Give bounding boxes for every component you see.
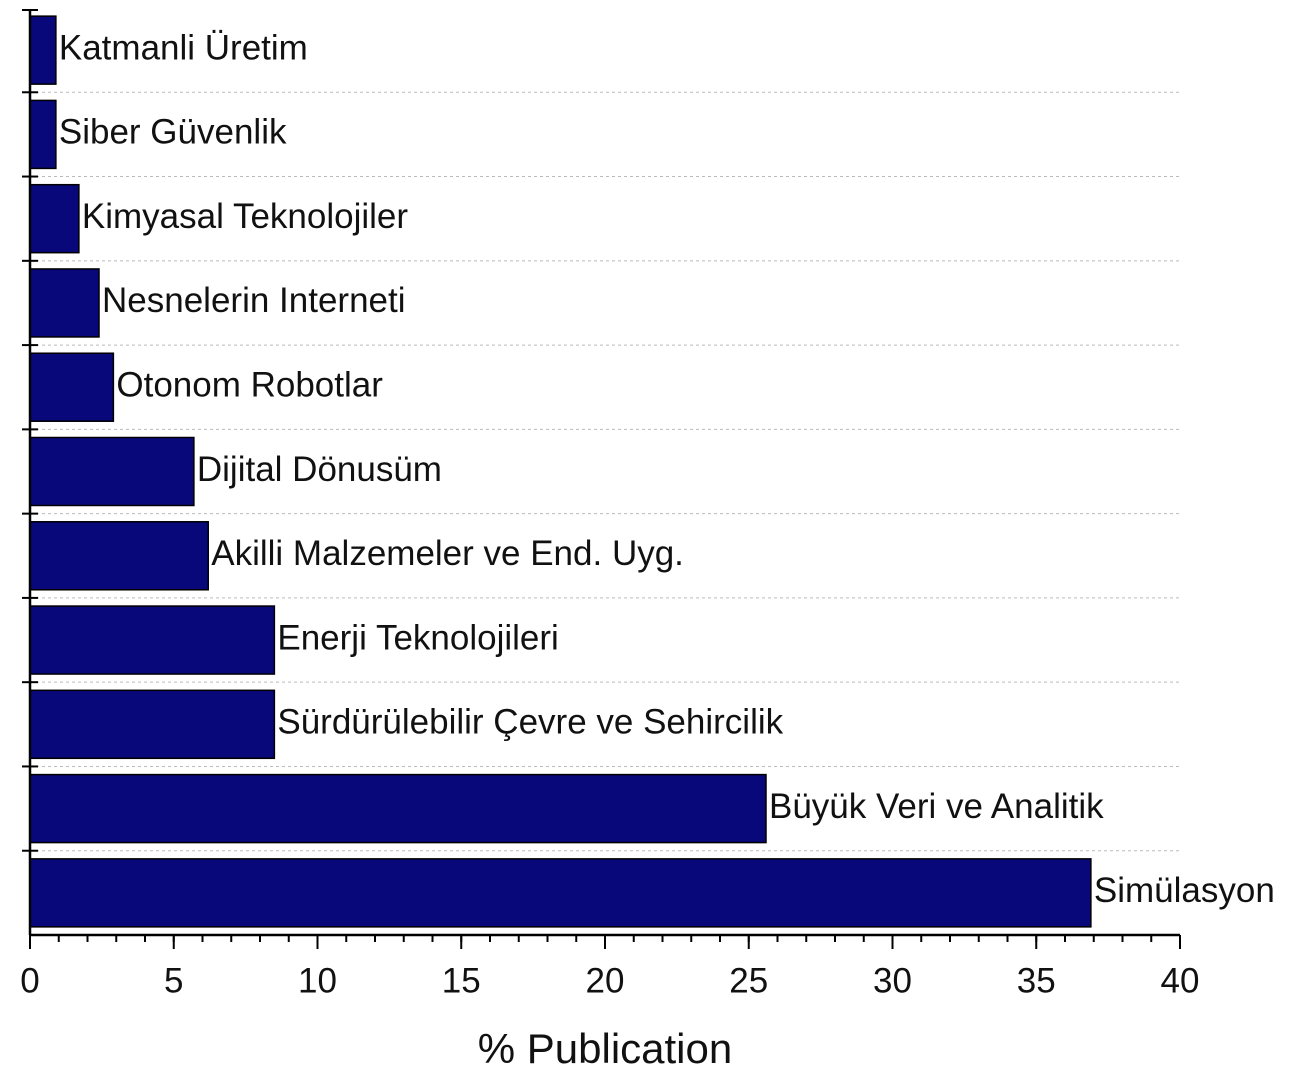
x-tick-label: 40 (1161, 961, 1200, 1000)
x-tick-label: 35 (1017, 961, 1056, 1000)
bar-label: Katmanli Üretim (59, 28, 308, 67)
bar-label: Akilli Malzemeler ve End. Uyg. (211, 534, 684, 573)
x-tick-label: 5 (164, 961, 183, 1000)
bar (29, 352, 115, 422)
bar-label: Nesnelerin Interneti (102, 281, 406, 320)
bar (29, 605, 276, 675)
bar (29, 521, 209, 591)
bar-label: Otonom Robotlar (116, 365, 383, 404)
bar (29, 773, 767, 844)
bar (29, 183, 80, 254)
bar-label: Siber Güvenlik (59, 113, 287, 152)
bar (29, 858, 1092, 928)
bar (29, 436, 195, 507)
x-tick-label: 0 (20, 961, 39, 1000)
x-tick-label: 15 (442, 961, 481, 1000)
bar (29, 268, 100, 338)
x-tick-label: 20 (586, 961, 625, 1000)
bar-label: Sürdürülebilir Çevre ve Sehircilik (277, 703, 783, 742)
x-tick-label: 25 (729, 961, 768, 1000)
bar (29, 15, 57, 85)
bar-label: Kimyasal Teknolojiler (82, 197, 409, 236)
bar-label: Simülasyon (1094, 871, 1275, 910)
bar (29, 689, 276, 760)
bar-label: Dijital Dönusüm (197, 450, 442, 489)
bar-label: Enerji Teknolojileri (277, 618, 558, 657)
bar-label: Büyük Veri ve Analitik (769, 787, 1104, 826)
x-axis-label: % Publication (478, 1025, 732, 1072)
x-tick-label: 30 (873, 961, 912, 1000)
bar (29, 99, 57, 170)
x-tick-label: 10 (298, 961, 337, 1000)
